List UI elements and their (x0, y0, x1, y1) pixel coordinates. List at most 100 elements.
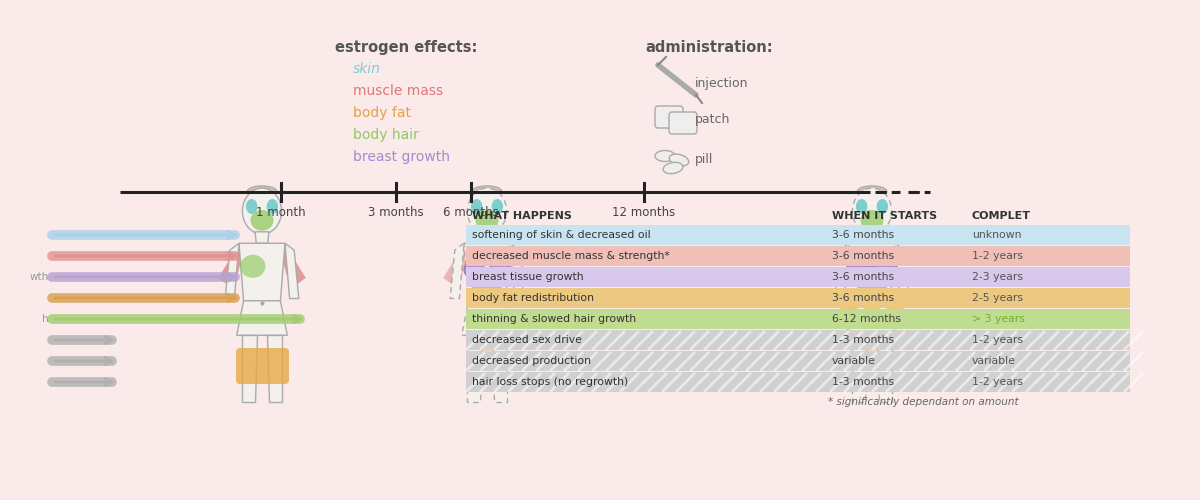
Text: 1-2 years: 1-2 years (972, 251, 1022, 261)
Ellipse shape (472, 273, 502, 306)
Polygon shape (226, 244, 239, 298)
Ellipse shape (664, 162, 683, 173)
Text: * significantly dependant on amount: * significantly dependant on amount (828, 397, 1022, 407)
Text: variable: variable (832, 356, 876, 366)
Polygon shape (239, 244, 286, 301)
Ellipse shape (240, 255, 265, 278)
Bar (466, 225, 1130, 245)
Text: 6-12 months: 6-12 months (832, 314, 901, 324)
FancyBboxPatch shape (655, 106, 683, 128)
Ellipse shape (492, 199, 503, 214)
Polygon shape (895, 244, 908, 298)
Polygon shape (860, 330, 883, 350)
Text: 1-2 years: 1-2 years (972, 335, 1022, 345)
Text: 6 months: 6 months (443, 206, 499, 219)
Bar (466, 288, 1130, 308)
Text: thinning & slowed hair growth: thinning & slowed hair growth (472, 314, 636, 324)
Text: 1 month: 1 month (257, 206, 306, 219)
Ellipse shape (860, 210, 883, 231)
Ellipse shape (856, 199, 868, 214)
Text: 2-3 years: 2-3 years (972, 272, 1022, 282)
Polygon shape (462, 301, 512, 336)
Polygon shape (510, 244, 523, 298)
Text: body fat redistribution: body fat redistribution (472, 293, 594, 303)
Text: decreased production: decreased production (472, 356, 592, 366)
Polygon shape (850, 244, 895, 301)
Polygon shape (865, 232, 878, 243)
Ellipse shape (247, 186, 277, 198)
Text: body fat: body fat (353, 106, 410, 120)
Text: wth: wth (30, 272, 49, 282)
Text: patch: patch (695, 114, 731, 126)
Text: softening of skin & decreased oil: softening of skin & decreased oil (472, 230, 650, 240)
Text: skin: skin (353, 62, 380, 76)
Bar (466, 246, 1130, 266)
Text: pill: pill (695, 154, 713, 166)
Polygon shape (468, 336, 482, 402)
Text: WHEN IT STARTS: WHEN IT STARTS (832, 211, 937, 221)
Ellipse shape (858, 281, 886, 311)
FancyBboxPatch shape (236, 348, 289, 384)
Ellipse shape (876, 199, 888, 214)
Text: muscle mass: muscle mass (353, 84, 443, 98)
Text: 3-6 months: 3-6 months (832, 230, 894, 240)
Ellipse shape (464, 260, 485, 279)
Polygon shape (480, 232, 494, 243)
Text: breast growth: breast growth (353, 150, 450, 164)
Ellipse shape (246, 199, 257, 214)
Ellipse shape (472, 186, 502, 198)
Text: estrogen effects:: estrogen effects: (335, 40, 478, 55)
Ellipse shape (266, 199, 278, 214)
Ellipse shape (847, 258, 871, 281)
Ellipse shape (839, 302, 859, 330)
Text: administration:: administration: (646, 40, 773, 55)
Text: 3 months: 3 months (368, 206, 424, 219)
Text: 2-5 years: 2-5 years (972, 293, 1022, 303)
Polygon shape (286, 244, 299, 298)
Ellipse shape (242, 188, 282, 234)
Polygon shape (256, 232, 269, 243)
Ellipse shape (884, 302, 905, 330)
Ellipse shape (468, 188, 506, 234)
Polygon shape (475, 330, 498, 350)
FancyBboxPatch shape (670, 112, 697, 134)
Text: h: h (42, 314, 49, 324)
Polygon shape (278, 244, 306, 290)
Text: unknown: unknown (972, 230, 1021, 240)
Ellipse shape (490, 260, 510, 279)
Polygon shape (492, 336, 506, 402)
Text: variable: variable (972, 356, 1016, 366)
Polygon shape (503, 244, 530, 290)
Text: 12 months: 12 months (612, 206, 676, 219)
Ellipse shape (251, 210, 274, 231)
Polygon shape (876, 336, 892, 402)
Text: body hair: body hair (353, 128, 419, 142)
Bar (466, 309, 1130, 329)
Polygon shape (443, 244, 470, 290)
Ellipse shape (850, 255, 876, 278)
Text: > 3 years: > 3 years (972, 314, 1025, 324)
Text: hair loss stops (no regrowth): hair loss stops (no regrowth) (472, 377, 629, 387)
Text: 3-6 months: 3-6 months (832, 251, 894, 261)
Text: decreased sex drive: decreased sex drive (472, 335, 582, 345)
Ellipse shape (857, 186, 887, 198)
Polygon shape (266, 336, 282, 402)
Text: injection: injection (695, 76, 749, 90)
Bar (466, 351, 1130, 371)
Text: breast tissue growth: breast tissue growth (472, 272, 583, 282)
Polygon shape (835, 244, 850, 298)
Text: 3-6 months: 3-6 months (832, 293, 894, 303)
Text: 3-6 months: 3-6 months (832, 272, 894, 282)
Bar (466, 267, 1130, 287)
Polygon shape (847, 301, 898, 336)
Ellipse shape (470, 199, 482, 214)
Text: 1-2 years: 1-2 years (972, 377, 1022, 387)
Text: decreased muscle mass & strength*: decreased muscle mass & strength* (472, 251, 670, 261)
Text: WHAT HAPPENS: WHAT HAPPENS (472, 211, 572, 221)
Ellipse shape (857, 273, 887, 306)
Polygon shape (242, 336, 257, 402)
Ellipse shape (852, 188, 892, 234)
Polygon shape (464, 244, 510, 301)
Text: 1-3 months: 1-3 months (832, 335, 894, 345)
Polygon shape (218, 244, 246, 290)
